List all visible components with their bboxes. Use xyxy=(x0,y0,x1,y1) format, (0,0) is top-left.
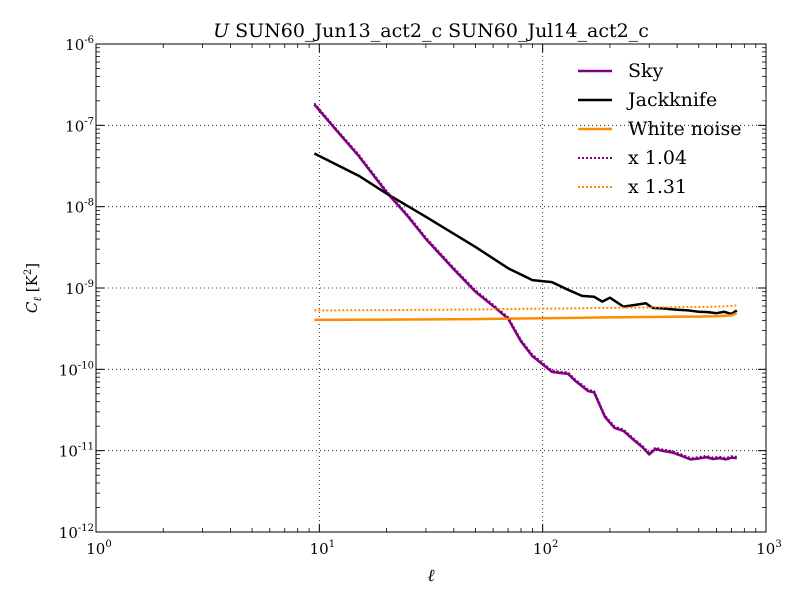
y-axis-label-base: C xyxy=(23,301,41,313)
y-tick-label: 10-6 xyxy=(65,35,94,54)
y-tick-label: 10-12 xyxy=(59,523,94,542)
y-tick-label-base: 10 xyxy=(65,36,84,54)
y-axis-label-sup: 2 xyxy=(23,269,34,275)
y-tick-label: 10-9 xyxy=(65,279,94,298)
grid xyxy=(96,44,766,532)
ticks xyxy=(95,43,767,533)
y-axis-label: Cℓ [K2] xyxy=(23,263,44,313)
y-tick-label-exponent: -7 xyxy=(84,116,94,127)
legend-label: White noise xyxy=(628,118,742,140)
series-line-jackknife xyxy=(313,152,738,316)
series-layer xyxy=(313,102,738,461)
x-tick-label-exponent: 3 xyxy=(775,539,781,550)
y-tick-label-base: 10 xyxy=(59,524,78,542)
x-tick-label-base: 10 xyxy=(756,540,775,558)
x-tick-label: 100 xyxy=(86,539,111,558)
legend: Sky Jackknife White noise x 1.04 x 1.31 xyxy=(578,60,742,198)
x-axis-label: ℓ xyxy=(427,566,434,586)
legend-label: x 1.04 xyxy=(628,147,687,169)
chart-title: U SUN60_Jun13_act2_c SUN60_Jul14_act2_c xyxy=(213,20,649,42)
y-tick-label-base: 10 xyxy=(65,117,84,135)
y-tick-label: 10-7 xyxy=(65,116,94,135)
series-line-x-1-04 xyxy=(313,102,737,460)
x-tick-label-exponent: 2 xyxy=(552,539,558,550)
y-tick-label-base: 10 xyxy=(65,280,84,298)
y-tick-label-base: 10 xyxy=(59,443,78,461)
chart-title-prefix: U xyxy=(213,20,230,42)
y-tick-label-exponent: -9 xyxy=(84,279,94,290)
series-line-white-noise xyxy=(314,312,738,322)
x-tick-label: 102 xyxy=(533,539,558,558)
y-axis-label-rest: [K xyxy=(23,274,41,297)
y-tick-label-exponent: -12 xyxy=(78,523,94,534)
y-tick-label: 10-11 xyxy=(59,442,94,461)
y-tick-label: 10-8 xyxy=(65,198,94,217)
legend-label: Jackknife xyxy=(626,89,717,111)
y-tick-label: 10-10 xyxy=(59,360,94,379)
y-tick-label-exponent: -11 xyxy=(78,442,94,453)
y-tick-label-exponent: -8 xyxy=(84,198,94,209)
x-tick-label-exponent: 0 xyxy=(105,539,111,550)
x-tick-label-base: 10 xyxy=(310,540,329,558)
x-tick-label-exponent: 1 xyxy=(329,539,335,550)
x-tick-label: 101 xyxy=(310,539,335,558)
y-tick-label-base: 10 xyxy=(65,199,84,217)
legend-label: x 1.31 xyxy=(628,176,687,198)
y-tick-label-base: 10 xyxy=(59,361,78,379)
y-tick-label-exponent: -6 xyxy=(84,35,94,46)
x-tick-label-base: 10 xyxy=(533,540,552,558)
y-axis-label-close: ] xyxy=(23,263,41,269)
series-line-x-1-31 xyxy=(314,304,737,312)
y-tick-label-exponent: -10 xyxy=(78,360,94,371)
x-tick-label: 103 xyxy=(756,539,781,558)
legend-label: Sky xyxy=(628,60,664,82)
y-axis-label-sub: ℓ xyxy=(31,297,44,302)
tick-labels: 100 101 102 10310-1210-1110-1010-910-810-71… xyxy=(59,35,782,558)
x-tick-label-base: 10 xyxy=(86,540,105,558)
chart-title-text: SUN60_Jun13_act2_c SUN60_Jul14_act2_c xyxy=(229,20,649,42)
